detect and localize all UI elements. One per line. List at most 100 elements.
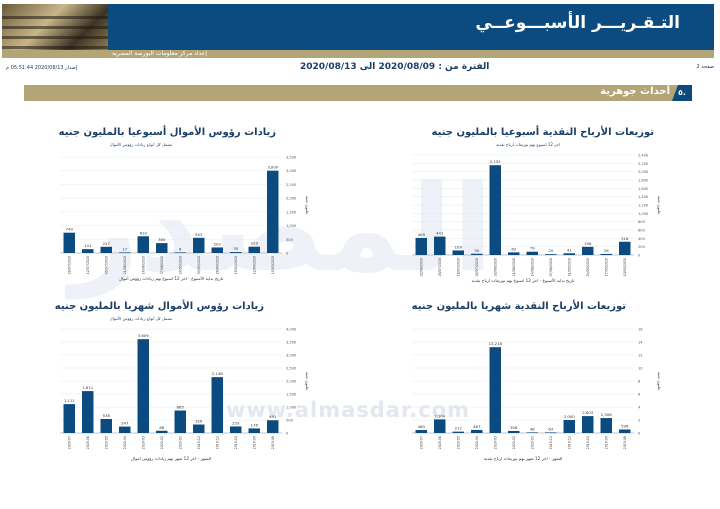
data-label: 63 [548, 426, 553, 431]
bar [211, 377, 223, 433]
x-tick-label: 24/05/2020 [586, 258, 590, 276]
y-tick-label: 200 [638, 245, 646, 249]
y-axis-title: مليون جنيه [305, 372, 310, 390]
y-tick-label: 1,400 [638, 195, 649, 199]
data-label: 326 [195, 419, 203, 424]
bar [230, 426, 242, 433]
y-axis-title: مليون جنيه [657, 196, 662, 214]
bar [156, 430, 168, 433]
bar [452, 250, 464, 255]
y-tick-label: 1,500 [286, 210, 297, 214]
y-tick-label: 12 [638, 354, 643, 358]
y-tick-label: 2,500 [286, 183, 297, 187]
data-label: 63 [511, 246, 516, 251]
watermark-logo: المصدر [70, 160, 499, 299]
report-title: التـقـريـــر الأسبـــوعــي [475, 13, 680, 33]
chart-monthly-capital-subtitle: تشمل كل أنواع زيادات رؤوس الأموال [109, 316, 172, 321]
x-tick-label: 28/06/2020 [493, 258, 497, 276]
x-tick-label: 19/07/2020 [456, 258, 460, 276]
y-tick-label: 500 [286, 238, 294, 242]
data-label: 41 [567, 247, 572, 252]
y-tick-label: 0 [286, 252, 289, 256]
x-tick-label: 2020-03 [141, 436, 145, 449]
y-tick-label: 500 [286, 419, 294, 423]
y-tick-label: 2,400 [638, 154, 649, 158]
bar [100, 246, 112, 253]
bar [600, 418, 612, 433]
x-tick-label: 2020-04 [475, 436, 479, 449]
x-tick-label: 07/06/2020 [160, 256, 164, 274]
chart-weekly-dividends: 0 200 400 600 800 1,000 1,200 1,400 1,600 1,800 2,… [412, 154, 662, 283]
data-label: 2,104 [434, 413, 445, 418]
y-tick-label: 2,500 [286, 367, 297, 371]
bar [82, 391, 94, 433]
bar [545, 254, 557, 255]
data-label: 253 [232, 420, 240, 425]
bar [267, 420, 279, 433]
y-tick-label: 2 [638, 419, 640, 423]
bar [508, 430, 520, 433]
y-tick-label: 2,000 [286, 380, 297, 384]
y-tick-label: 1,000 [286, 224, 297, 228]
data-label: 109 [455, 244, 463, 249]
bar [174, 252, 186, 253]
x-tick-label: 24/05/2020 [178, 256, 182, 274]
chart-monthly-capital-title: زيادات رؤوس الأموال شهريا بالمليون جنيه [54, 301, 264, 312]
bar [508, 252, 520, 255]
bar [415, 237, 427, 255]
section-number: ٥. [672, 85, 692, 101]
y-tick-label: 1,000 [638, 212, 649, 216]
y-tick-label: 3,500 [286, 156, 297, 160]
x-tick-label: 03/05/2020 [197, 256, 201, 274]
data-label: 460 [418, 424, 426, 429]
bar [452, 431, 464, 433]
x-tick-label: 2019-09 [604, 436, 608, 449]
data-label: 360 [158, 237, 166, 242]
data-label: 202 [214, 241, 222, 246]
data-label: 3,609 [138, 333, 149, 338]
bar [63, 232, 75, 253]
y-tick-label: 0 [638, 254, 641, 258]
data-label: 409 [418, 232, 426, 237]
y-tick-label: 1,600 [638, 187, 649, 191]
bar [526, 432, 538, 433]
bar [619, 241, 631, 255]
bar [434, 236, 446, 255]
x-tick-label: 2019-09 [252, 436, 256, 449]
header-gold-strip [2, 50, 714, 58]
x-tick-label: 2019-11 [215, 436, 219, 449]
x-tick-label: 2020-05 [104, 436, 108, 449]
data-label: 141 [84, 243, 92, 248]
y-tick-label: 14 [638, 341, 643, 345]
x-axis-title: الشهر - اخر 12 شهر بهم زيادات رؤوس اموال [131, 456, 211, 461]
bar [193, 237, 205, 253]
data-label: 2,603 [582, 410, 593, 415]
section-title: أحداث جوهرية [600, 86, 670, 97]
bar [82, 249, 94, 253]
y-tick-label: 0 [286, 432, 289, 436]
x-tick-label: 21/06/2020 [123, 256, 127, 274]
x-tick-label: 2019-10 [234, 436, 238, 449]
data-label: 2,000 [564, 414, 575, 419]
data-label: 491 [269, 414, 277, 419]
x-tick-label: 2019-12 [197, 436, 201, 449]
x-tick-label: 2020-03 [493, 436, 497, 449]
x-tick-label: 14/06/2020 [530, 258, 534, 276]
x-tick-label: 2020-04 [123, 436, 127, 449]
data-label: 48 [530, 426, 535, 431]
chart-monthly-dividends-title: توزيعات الأرباح النقدية شهريا بالمليون ج… [411, 301, 626, 312]
data-label: 247 [121, 421, 129, 426]
x-tick-label: 2020-06 [438, 436, 442, 449]
x-tick-label: 2019-08 [271, 436, 275, 449]
x-tick-label: 21/06/2020 [512, 258, 516, 276]
bar [471, 253, 483, 255]
y-tick-label: 3,000 [286, 354, 297, 358]
data-label: 6 [179, 246, 182, 251]
y-tick-label: 1,500 [286, 393, 297, 397]
x-tick-label: 2019-12 [549, 436, 553, 449]
x-tick-label: 02/08/2020 [419, 258, 423, 276]
header-bar [2, 4, 714, 50]
bar [563, 253, 575, 255]
data-label: 740 [66, 227, 74, 232]
